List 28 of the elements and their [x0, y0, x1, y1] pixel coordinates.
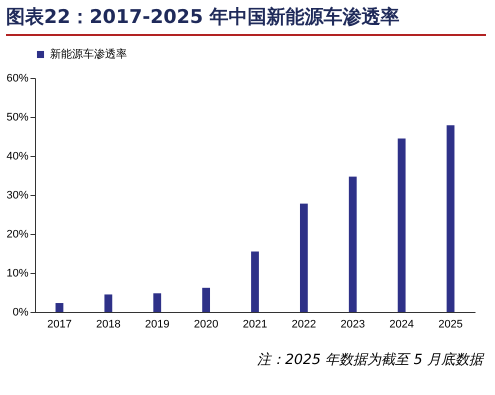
bar — [348, 176, 357, 312]
bar — [202, 288, 210, 312]
x-tick-label: 2019 — [144, 318, 170, 330]
y-tick-label: 0% — [12, 306, 29, 318]
y-tick-label: 50% — [6, 112, 29, 124]
x-tick-label: 2022 — [292, 318, 316, 330]
x-tick-label: 2020 — [194, 318, 218, 330]
legend-label: 新能源车渗透率 — [50, 48, 127, 60]
x-tick-label: 2021 — [242, 318, 268, 330]
x-tick-label: 2023 — [340, 318, 366, 330]
y-tick-label: 40% — [6, 150, 29, 162]
bar — [153, 293, 162, 312]
x-tick-label: 2025 — [438, 318, 463, 330]
y-tick-label: 60% — [6, 72, 29, 84]
x-tick-label: 2024 — [389, 318, 414, 330]
bar — [56, 303, 64, 312]
x-tick-label: 2017 — [47, 318, 72, 330]
bar — [446, 125, 454, 312]
chart-title: 图表22：2017-2025 年中国新能源车渗透率 — [6, 4, 486, 36]
y-tick-label: 30% — [6, 190, 29, 202]
text: 注：2025 年数据为截至 5 月底数据 — [257, 351, 483, 370]
bar — [300, 204, 308, 312]
bar — [104, 294, 112, 312]
bar — [251, 252, 259, 312]
y-tick-label: 10% — [6, 268, 29, 280]
y-tick-label: 20% — [6, 228, 29, 240]
x-tick-label: 2018 — [96, 318, 121, 330]
bar — [398, 138, 406, 312]
